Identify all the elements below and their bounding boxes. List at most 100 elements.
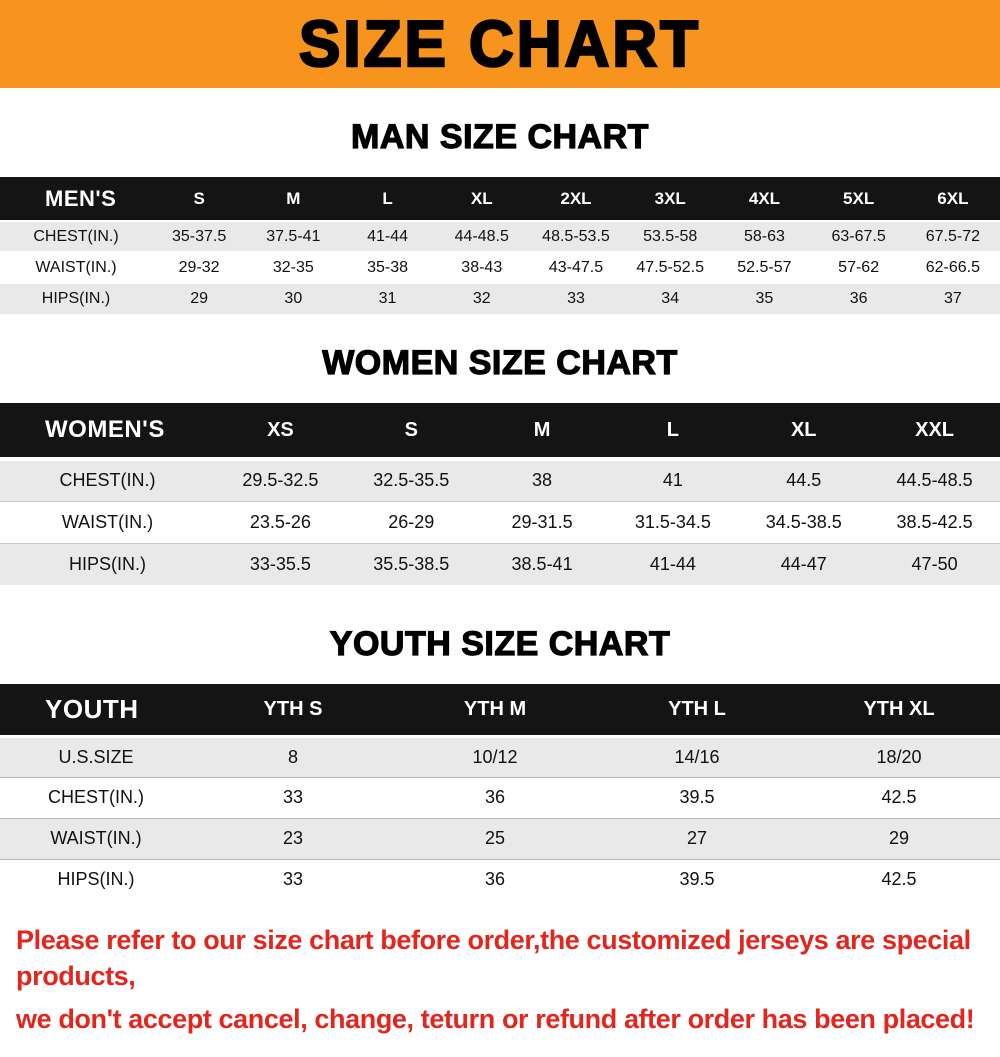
value-cell: 52.5-57 [737,258,792,276]
value-cell: 29 [888,828,910,848]
value-cell: 33 [567,290,585,307]
row-label-cell: CHEST(IN.) [33,227,119,245]
row-label-cell: WAIST(IN.) [61,511,154,532]
value-cell: 35-37.5 [171,227,227,245]
value-cell: 62-66.5 [925,258,980,276]
value-cell: 8 [287,746,298,767]
women-section-heading: WOMEN SIZE CHART [322,343,678,382]
table-row: CHEST(IN.) 35-37.5 37.5-41 41-44 44-48.5 48.5… [0,221,1000,252]
value-cell: 37.5-41 [266,227,321,245]
size-header-cell: M [476,403,608,459]
table-row: WAIST(IN.) 23 25 27 29 [0,818,1000,859]
table-header-row: WOMEN'S XS S M L XL XXL [0,403,1000,459]
value-cell: 14/16 [674,746,720,767]
value-cell: 10/12 [472,746,518,767]
size-header-cell: XS [215,403,346,459]
value-cell: 18/20 [876,746,922,767]
size-header-cell: YTH M [394,684,596,736]
table-row: HIPS(IN.) 29 30 31 32 33 34 35 36 37 [0,283,1000,314]
table-row: HIPS(IN.) 33 36 39.5 42.5 [0,859,1000,900]
table-row: CHEST(IN.) 29.5-32.5 32.5-35.5 38 41 44.5 44.5… [0,459,1000,501]
value-cell: 29 [190,290,208,307]
size-header-cell: L [340,177,435,221]
page-title: SIZE CHART [298,7,701,81]
value-cell: 53.5-58 [643,227,698,245]
size-header-cell: XXL [869,403,1000,459]
table-row: U.S.SIZE 8 10/12 14/16 18/20 [0,736,1000,777]
table-row: WAIST(IN.) 23.5-26 26-29 29-31.5 31.5-34.5 34… [0,501,1000,543]
value-cell: 41-44 [367,227,408,245]
size-header-cell: S [152,177,247,221]
womens-table-host: WOMEN'S XS S M L XL XXL CHEST(IN.) 29.5-32.5 32.5… [0,403,1000,585]
size-header-cell: 2XL [528,177,624,221]
value-cell: 43-47.5 [548,258,604,276]
youth-size-table: YOUTH YTH S YTH M YTH L YTH XL U.S.SIZE 8 10/12… [0,684,1000,900]
footer-note: Please refer to our size chart before or… [0,922,1000,1057]
value-cell: 34 [661,290,680,307]
value-cell: 32.5-35.5 [373,470,450,491]
row-label-cell: WAIST(IN.) [50,828,142,848]
value-cell: 33-35.5 [249,553,311,574]
value-cell: 41 [662,470,683,491]
value-cell: 33 [282,869,304,890]
value-cell: 37 [943,290,962,307]
size-header-cell: 4XL [717,177,812,221]
row-label-cell: CHEST(IN.) [48,787,144,807]
value-cell: 23 [282,828,304,848]
table-corner-label: YOUTH [0,684,192,736]
value-cell: 57-62 [838,258,880,276]
value-cell: 35 [755,290,774,307]
row-label-cell: HIPS(IN.) [68,553,146,574]
table-row: WAIST(IN.) 29-32 32-35 35-38 38-43 43-47.5 47.… [0,252,1000,283]
size-header-cell: S [345,403,477,459]
table-row: CHEST(IN.) 33 36 39.5 42.5 [0,777,1000,818]
size-header-cell: 6XL [905,177,1000,221]
value-cell: 29-31.5 [511,511,573,532]
value-cell: 39.5 [679,787,715,807]
size-header-cell: 5XL [811,177,906,221]
size-header-cell: L [607,403,739,459]
row-label-cell: U.S.SIZE [58,746,134,767]
size-header-cell: YTH XL [798,684,1000,736]
value-cell: 33 [282,787,304,807]
value-cell: 63-67.5 [831,227,886,245]
row-label-cell: CHEST(IN.) [59,470,156,491]
table-row: HIPS(IN.) 33-35.5 35.5-38.5 38.5-41 41-44 44-… [0,543,1000,585]
value-cell: 35-38 [367,258,408,276]
value-cell: 34.5-38.5 [765,511,842,532]
size-header-cell: XL [434,177,529,221]
value-cell: 39.5 [679,869,715,890]
value-cell: 38.5-41 [511,553,573,574]
size-chart-banner: SIZE CHART [0,0,1000,88]
men-section-heading: MAN SIZE CHART [350,117,649,156]
value-cell: 42.5 [881,869,917,890]
value-cell: 38 [532,470,553,491]
value-cell: 35.5-38.5 [373,553,450,574]
footer-note-line-1: Please refer to our size chart before or… [16,925,971,992]
mens-table-host: MEN'S S M L XL 2XL 3XL 4XL 5XL 6XL CHEST(IN.) 35-37… [0,177,1000,314]
value-cell: 25 [484,828,506,848]
size-header-cell: YTH S [192,684,394,736]
table-header-row: YOUTH YTH S YTH M YTH L YTH XL [0,684,1000,736]
value-cell: 44.5-48.5 [896,470,973,491]
value-cell: 44-47 [780,553,827,574]
value-cell: 26-29 [388,511,435,532]
section-youth: YOUTH SIZE CHART YOUTH YTH S YTH M YTH L YTH… [0,624,1000,900]
value-cell: 32 [472,290,491,307]
size-header-cell: XL [738,403,870,459]
row-label-cell: WAIST(IN.) [35,258,117,276]
size-header-cell: YTH L [596,684,798,736]
value-cell: 36 [484,787,506,807]
section-women: WOMEN SIZE CHART WOMEN'S XS S M L XL XXL CHEST(… [0,343,1000,585]
value-cell: 29.5-32.5 [242,470,319,491]
value-cell: 41-44 [649,553,696,574]
value-cell: 29-32 [178,258,220,276]
value-cell: 27 [686,828,708,848]
row-label-cell: HIPS(IN.) [57,869,135,890]
table-corner-label: MEN'S [0,177,152,221]
table-header-row: MEN'S S M L XL 2XL 3XL 4XL 5XL 6XL [0,177,1000,221]
value-cell: 47-50 [911,553,958,574]
value-cell: 58-63 [743,227,785,245]
row-label-cell: HIPS(IN.) [41,290,111,307]
